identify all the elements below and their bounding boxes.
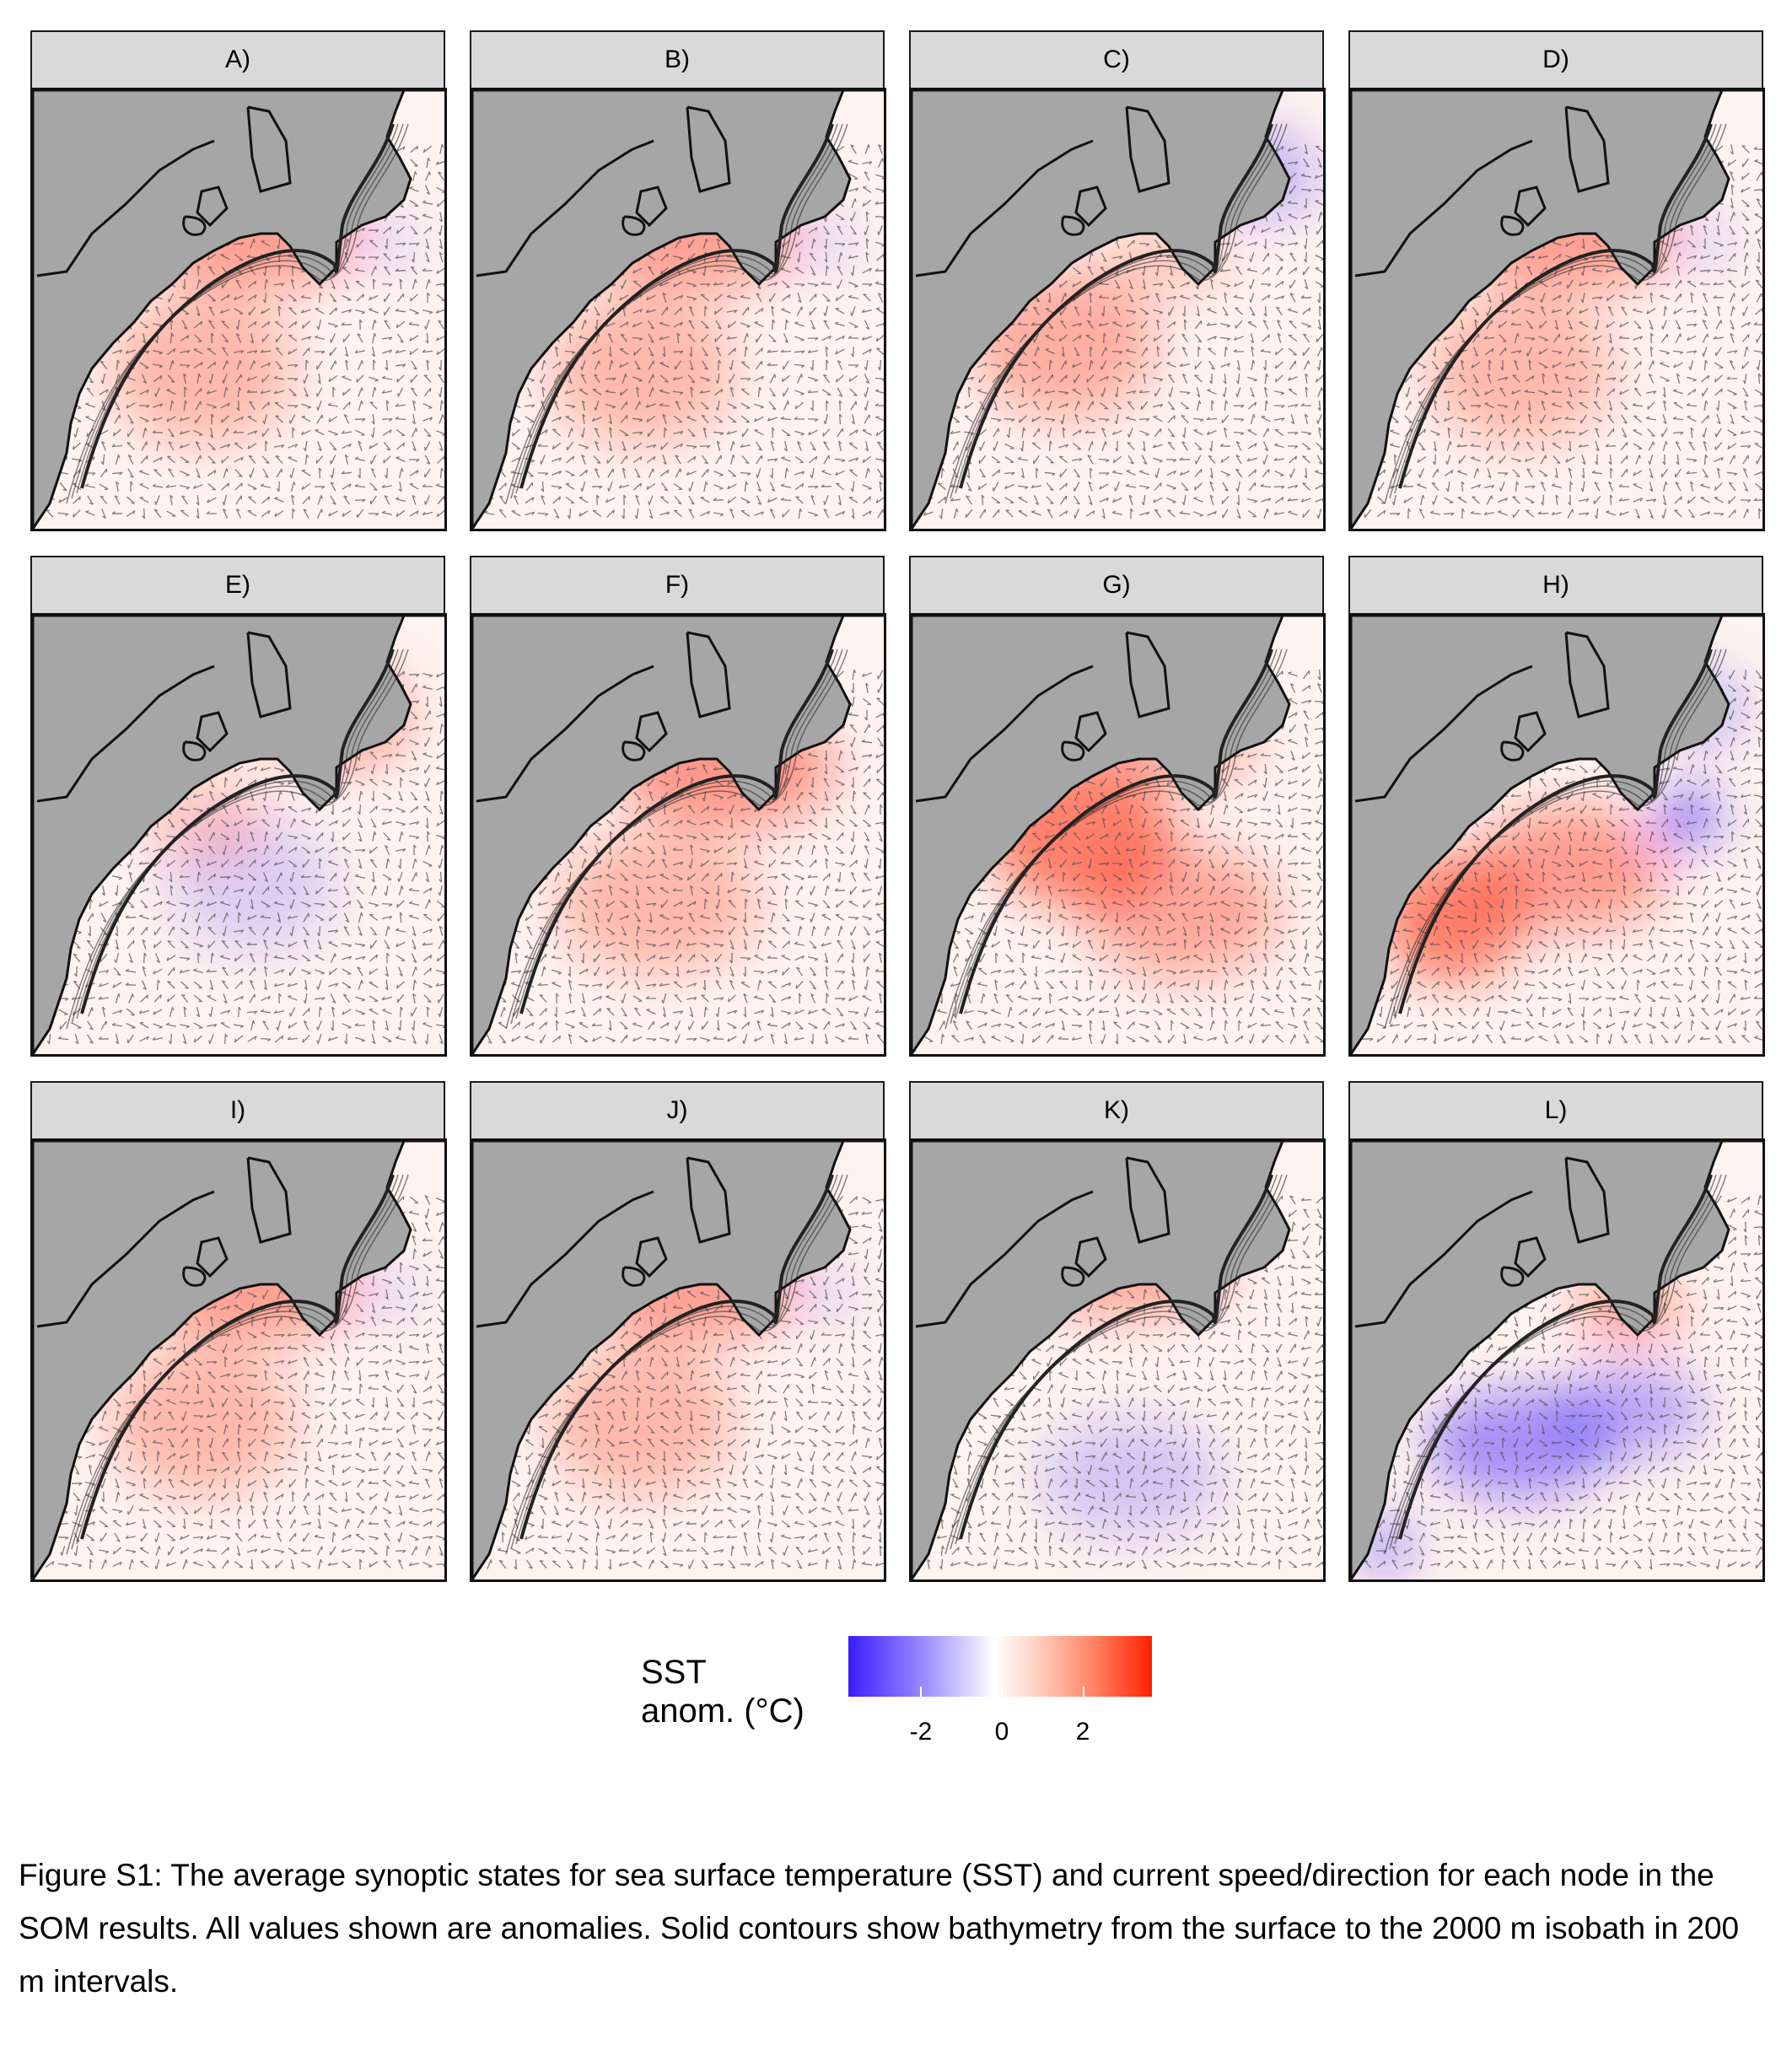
legend: SST anom. (°C) -2 0 2 xyxy=(641,1636,1181,1771)
colorbar-tick-mark xyxy=(920,1687,922,1697)
panel-label: H) xyxy=(1348,556,1763,613)
coastline xyxy=(1354,631,1610,803)
land-mask xyxy=(33,616,444,1054)
coastline xyxy=(1354,105,1610,277)
land-mask xyxy=(912,90,1323,529)
coastline xyxy=(915,631,1170,803)
bathymetry-contours xyxy=(1384,123,1727,504)
sst-map xyxy=(1348,1138,1765,1582)
colorbar-tick-mark xyxy=(1083,1687,1084,1697)
land-mask xyxy=(1351,90,1762,529)
sst-map xyxy=(909,88,1326,531)
bathymetry-contours xyxy=(1384,1174,1727,1555)
legend-title-line2: anom. (°C) xyxy=(641,1692,805,1730)
legend-title: SST anom. (°C) xyxy=(641,1653,805,1730)
current-vectors xyxy=(1362,1194,1762,1570)
colorbar-tick-mark xyxy=(1001,1687,1003,1697)
sst-map xyxy=(1348,613,1765,1057)
bathymetry-contours xyxy=(66,648,409,1030)
colorbar-tick-label: 0 xyxy=(994,1718,1009,1746)
land-mask xyxy=(1351,616,1762,1054)
coastline xyxy=(1354,1156,1610,1328)
colorbar-tick-label: -2 xyxy=(909,1718,933,1746)
land-mask xyxy=(33,90,444,529)
coastline xyxy=(915,1156,1170,1328)
bathymetry-contours xyxy=(505,1174,848,1555)
coastline xyxy=(476,1156,731,1328)
coastline xyxy=(476,105,731,277)
bathymetry-contours xyxy=(944,1174,1288,1555)
land-mask xyxy=(472,1141,884,1579)
coastline xyxy=(36,631,292,803)
land-mask xyxy=(472,90,884,529)
coastline xyxy=(915,105,1170,277)
sst-map xyxy=(909,1138,1326,1582)
land-mask xyxy=(33,1141,444,1579)
panel-label: K) xyxy=(909,1081,1324,1138)
bathymetry-contours xyxy=(944,123,1288,504)
panel-label: I) xyxy=(30,1081,445,1138)
panel-label: G) xyxy=(909,556,1324,613)
sst-map xyxy=(30,613,447,1057)
bathymetry-contours xyxy=(66,123,409,504)
land-mask xyxy=(912,616,1323,1054)
bathymetry-contours xyxy=(1384,648,1727,1030)
figure-caption: Figure S1: The average synoptic states f… xyxy=(19,1858,1740,1999)
sst-map xyxy=(30,88,447,531)
sst-map xyxy=(470,613,886,1057)
colorbar xyxy=(848,1636,1152,1697)
coastline xyxy=(476,631,731,803)
panel-label: F) xyxy=(470,556,885,613)
legend-title-line1: SST xyxy=(641,1654,707,1691)
bathymetry-contours xyxy=(505,123,848,504)
sst-map xyxy=(470,88,886,531)
panel-label: L) xyxy=(1348,1081,1763,1138)
panel-label: E) xyxy=(30,556,445,613)
land-mask xyxy=(1351,1141,1762,1579)
bathymetry-contours xyxy=(66,1174,409,1555)
bathymetry-contours xyxy=(505,648,848,1030)
panel-label: C) xyxy=(909,30,1324,88)
sst-map xyxy=(909,613,1326,1057)
panel-label: B) xyxy=(470,30,885,88)
sst-map xyxy=(470,1138,886,1582)
panel-label: D) xyxy=(1348,30,1763,88)
sst-map xyxy=(1348,88,1765,531)
coastline xyxy=(36,1156,292,1328)
colorbar-tick-label: 2 xyxy=(1075,1718,1090,1746)
land-mask xyxy=(912,1141,1323,1579)
panel-label: J) xyxy=(470,1081,885,1138)
panel-label: A) xyxy=(30,30,445,88)
sst-map xyxy=(30,1138,447,1582)
land-mask xyxy=(472,616,884,1054)
bathymetry-contours xyxy=(944,648,1288,1030)
coastline xyxy=(36,105,292,277)
